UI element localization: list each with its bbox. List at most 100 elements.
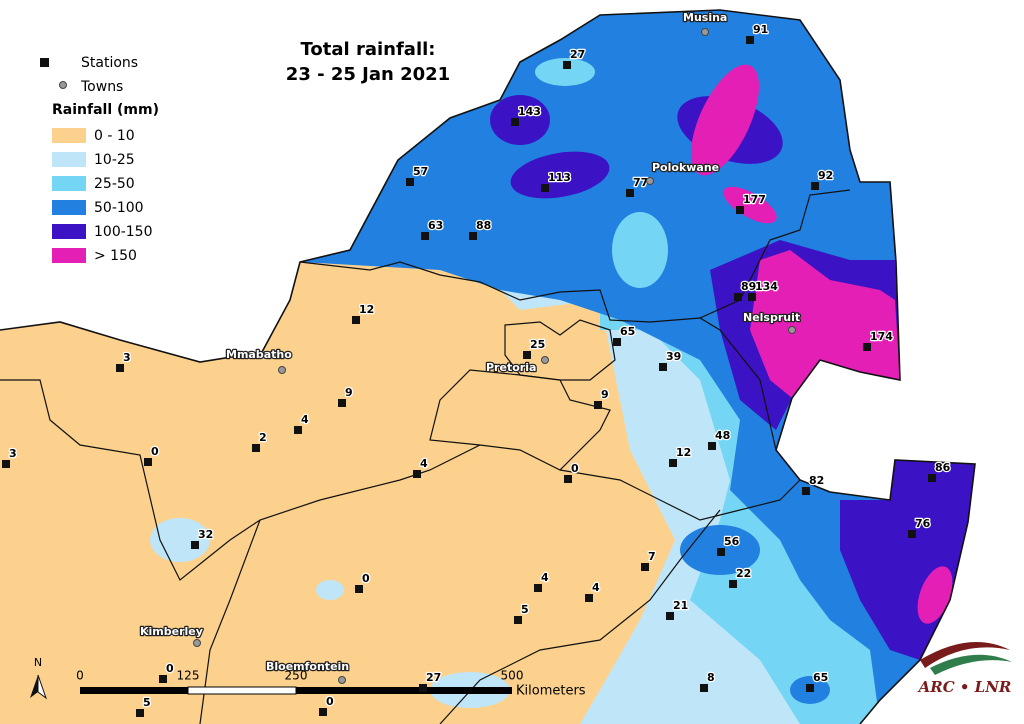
legend-swatch: [52, 248, 86, 263]
station-symbol: [40, 58, 49, 67]
station-marker: [534, 584, 542, 592]
station-value: 113: [548, 171, 571, 184]
station-marker: [863, 343, 871, 351]
station-value: 88: [476, 219, 491, 232]
station-marker: [594, 401, 602, 409]
legend-swatch: [52, 152, 86, 167]
scale-segment: [296, 687, 512, 694]
rainfall-zone: [510, 151, 610, 199]
rainfall-zone: [490, 95, 550, 145]
station-value: 4: [420, 457, 428, 470]
station-marker: [659, 363, 667, 371]
station-value: 9: [601, 388, 609, 401]
station-marker: [469, 232, 477, 240]
town-marker: [541, 356, 549, 364]
province-border: [299, 189, 851, 323]
scale-segment: [80, 687, 188, 694]
station-value: 0: [571, 462, 579, 475]
town-marker: [788, 326, 796, 334]
scale-tick-label: 0: [76, 669, 84, 683]
legend-swatch: [52, 128, 86, 143]
legend-label: 50-100: [94, 200, 144, 216]
legend-towns: Towns: [80, 79, 123, 95]
station-marker: [717, 548, 725, 556]
boundaries: [0, 9, 976, 724]
town-name: Polokwane: [652, 161, 719, 174]
station-value: 5: [521, 603, 529, 616]
scale-unit: Kilometers: [516, 684, 586, 699]
station-value: 5: [143, 696, 151, 709]
scale-tick-label: 500: [501, 669, 524, 683]
station-marker: [708, 442, 716, 450]
station-marker: [564, 475, 572, 483]
station-value: 57: [413, 165, 428, 178]
station-value: 27: [570, 48, 585, 61]
station-value: 177: [743, 193, 766, 206]
town-name: Bloemfontein: [266, 660, 349, 673]
legend-label: 0 - 10: [94, 128, 135, 144]
station-marker: [355, 585, 363, 593]
station-marker: [585, 594, 593, 602]
station-value: 27: [426, 671, 441, 684]
town-name: Mmabatho: [226, 348, 292, 361]
legend-label: > 150: [94, 248, 137, 264]
rainfall-zone: [316, 580, 344, 600]
town-name: Musina: [683, 11, 727, 24]
station-marker: [541, 184, 549, 192]
station-marker: [802, 487, 810, 495]
north-arrow-left: [30, 675, 38, 698]
scale-tick-label: 250: [285, 669, 308, 683]
station-marker: [136, 709, 144, 717]
logo-text: ARC • LNR: [917, 678, 1012, 696]
station-marker: [413, 470, 421, 478]
station-marker: [666, 612, 674, 620]
station-marker: [2, 460, 10, 468]
station-value: 2: [259, 431, 267, 444]
station-value: 0: [326, 695, 334, 708]
town-name: Nelspruit: [743, 311, 800, 324]
station-value: 12: [359, 303, 374, 316]
station-marker: [669, 459, 677, 467]
station-marker: [729, 580, 737, 588]
station-marker: [191, 541, 199, 549]
title-line: Total rainfall:: [301, 39, 436, 60]
town-name: Kimberley: [140, 625, 203, 638]
station-value: 32: [198, 528, 213, 541]
town-marker: [701, 28, 709, 36]
station-value: 134: [755, 280, 778, 293]
station-marker: [613, 338, 621, 346]
station-marker: [294, 426, 302, 434]
rainfall-zone: [917, 566, 953, 624]
station-value: 76: [915, 517, 931, 530]
station-value: 4: [541, 571, 549, 584]
station-value: 21: [673, 599, 688, 612]
station-value: 22: [736, 567, 751, 580]
town-name: Pretoria: [486, 361, 536, 374]
station-marker: [116, 364, 124, 372]
station-marker: [746, 36, 754, 44]
station-marker: [511, 118, 519, 126]
station-marker: [352, 316, 360, 324]
north-arrow-right: [37, 674, 48, 700]
logo: ARC • LNR: [917, 642, 1012, 696]
station-value: 65: [620, 325, 635, 338]
station-marker: [319, 708, 327, 716]
station-value: 63: [428, 219, 443, 232]
rainfall-zone: [690, 64, 760, 176]
station-marker: [419, 684, 427, 692]
station-value: 7: [648, 550, 656, 563]
station-marker: [338, 399, 346, 407]
rainfall-zone: [535, 58, 595, 86]
station-marker: [908, 530, 916, 538]
station-value: 86: [935, 461, 951, 474]
station-value: 92: [818, 169, 833, 182]
scale-segment: [187, 686, 297, 695]
town-symbol: [59, 81, 67, 89]
town-marker: [646, 177, 654, 185]
station-marker: [641, 563, 649, 571]
station-value: 77: [633, 176, 648, 189]
north-arrow: N: [30, 656, 48, 700]
station-value: 0: [166, 662, 174, 675]
